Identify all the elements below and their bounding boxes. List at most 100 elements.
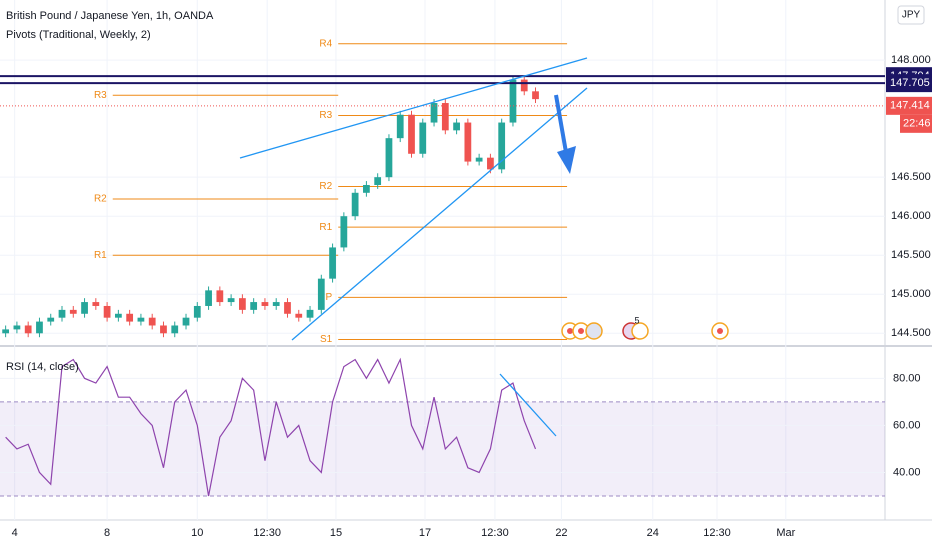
rsi-band	[0, 401, 885, 496]
candle-body	[441, 103, 449, 131]
candle-body	[216, 290, 224, 303]
candle-body	[36, 321, 43, 334]
price-badge	[886, 74, 932, 93]
candle-body	[148, 317, 156, 326]
candle-body	[419, 122, 427, 154]
indicator-title: Pivots (Traditional, Weekly, 2)	[6, 29, 151, 41]
candle-body	[498, 122, 506, 170]
candle-body	[160, 325, 167, 334]
pivot-label: R1	[319, 222, 332, 233]
event-icon	[631, 322, 649, 340]
x-tick-label: Mar	[776, 527, 795, 539]
rsi-title: RSI (14, close)	[6, 361, 79, 373]
pivot-label: S1	[320, 334, 333, 345]
candle-body	[363, 184, 370, 193]
price-badge-label: 147.414	[890, 100, 930, 112]
pivot-label: R2	[94, 194, 107, 205]
x-tick-label: 15	[330, 527, 342, 539]
candle-body	[272, 302, 280, 306]
candle-body	[261, 302, 269, 306]
rsi-trend-line	[499, 373, 557, 437]
candle-body	[205, 290, 212, 306]
y-tick-label: 146.500	[891, 171, 931, 183]
candle-body	[453, 122, 460, 131]
x-tick-label: 24	[647, 527, 659, 539]
pivot-label: R2	[319, 181, 332, 192]
candle-body	[103, 305, 111, 318]
price-badge	[886, 96, 932, 115]
event-icons: 5	[561, 315, 729, 340]
y-tick-label: 60.00	[893, 419, 921, 431]
candle-body	[13, 325, 21, 330]
currency-button[interactable]	[897, 5, 925, 25]
candle-body	[2, 329, 10, 334]
candle-body	[385, 138, 393, 178]
x-tick-label: 10	[191, 527, 203, 539]
arrow-shaft	[554, 94, 569, 159]
event-dot	[567, 328, 573, 334]
y-tick-label: 80.00	[893, 372, 921, 384]
rsi-line	[5, 357, 537, 497]
candle-body	[329, 247, 336, 279]
x-tick-label: 22	[555, 527, 567, 539]
clock-badge	[900, 114, 932, 133]
candle-body	[69, 309, 77, 314]
candle-body	[182, 317, 190, 326]
candle-body	[250, 302, 258, 310]
candle-body	[114, 313, 122, 318]
candle-body	[396, 114, 404, 139]
marks: R3 R2 R1 R4 R3 R2 R1 P S1	[0, 0, 885, 520]
trend-line	[291, 87, 588, 341]
x-tick-label: 8	[104, 527, 110, 539]
x-tick-label: 17	[419, 527, 431, 539]
candle-body	[351, 192, 359, 217]
candle-body	[475, 157, 483, 162]
event-dot	[717, 328, 723, 334]
candle-body	[227, 298, 235, 303]
x-tick-label: 12:30	[481, 527, 509, 539]
y-tick-label: 40.00	[893, 466, 921, 478]
candle-body	[430, 103, 438, 123]
candle-body	[137, 317, 145, 322]
pivot-label: R1	[94, 250, 107, 261]
candle-body	[239, 298, 246, 310]
candle-body	[81, 302, 88, 314]
y-tick-label: 146.000	[891, 210, 931, 222]
price-badge-label: 147.705	[890, 77, 930, 89]
trend-line	[239, 57, 588, 159]
candle-body	[58, 309, 66, 318]
event-count: 5	[634, 315, 639, 325]
candle-body	[126, 313, 134, 322]
y-tick-label: 145.500	[891, 249, 931, 261]
candle-body	[171, 325, 179, 334]
y-tick-label: 144.500	[891, 327, 931, 339]
pivot-label: P	[326, 292, 333, 303]
candle-body	[532, 91, 539, 100]
candle-body	[408, 114, 415, 154]
currency-label[interactable]: JPY	[902, 10, 921, 21]
clock-label: 22:46	[903, 118, 931, 130]
event-dot	[578, 328, 584, 334]
candle-body	[284, 302, 291, 314]
pivot-label: R3	[319, 110, 332, 121]
candle-body	[317, 278, 325, 310]
candle-body	[92, 302, 100, 306]
event-icon	[585, 322, 603, 340]
y-tick-label: 148.000	[891, 54, 931, 66]
candle-body	[295, 313, 303, 318]
pivot-label: R4	[319, 38, 332, 49]
x-tick-label: 4	[12, 527, 18, 539]
chart-title: British Pound / Japanese Yen, 1h, OANDA	[6, 10, 214, 22]
candle-body	[509, 79, 517, 123]
candle-body	[374, 177, 382, 185]
pivot-label: R3	[94, 90, 107, 101]
candle-body	[340, 216, 348, 248]
candle-body	[487, 157, 494, 170]
x-tick-label: 12:30	[253, 527, 281, 539]
candle-body	[464, 122, 472, 162]
candle-body	[24, 325, 32, 334]
candle-body	[306, 309, 314, 318]
candle-body	[193, 305, 201, 318]
